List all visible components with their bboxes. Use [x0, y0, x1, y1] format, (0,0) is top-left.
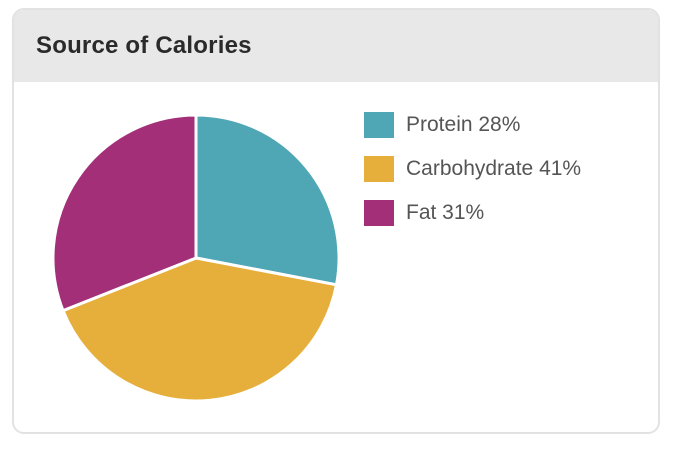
legend-swatch-protein: [364, 112, 394, 138]
legend-item-protein: Protein 28%: [364, 110, 581, 140]
legend-item-fat: Fat 31%: [364, 198, 581, 228]
legend-swatch-fat: [364, 200, 394, 226]
legend-label-protein: Protein 28%: [406, 113, 521, 136]
card-title: Source of Calories: [36, 32, 252, 59]
chart-legend: Protein 28% Carbohydrate 41% Fat 31%: [364, 110, 581, 242]
legend-swatch-carbohydrate: [364, 156, 394, 182]
legend-label-fat: Fat 31%: [406, 201, 485, 224]
legend-item-carbohydrate: Carbohydrate 41%: [364, 154, 581, 184]
pie-slice-fat[interactable]: [51, 113, 198, 313]
pie-chart: [51, 113, 341, 403]
legend-label-carbohydrate: Carbohydrate 41%: [406, 157, 582, 180]
calories-card: Source of Calories Protein 28% Carbohydr…: [12, 8, 660, 434]
pie-slice-carbohydrate[interactable]: [61, 256, 338, 403]
pie-slice-protein[interactable]: [194, 113, 341, 287]
card-header: Source of Calories: [14, 10, 658, 82]
